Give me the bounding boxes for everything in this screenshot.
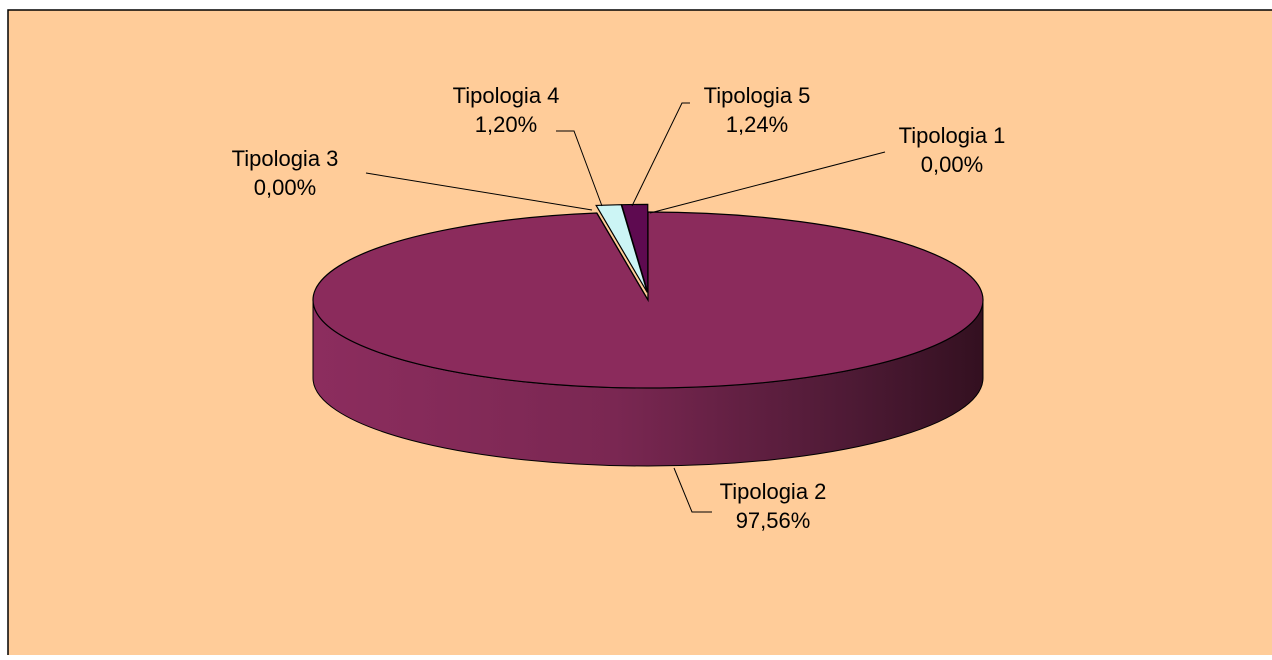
slice-value-label: 0,00% (921, 152, 983, 177)
slice-label: Tipologia 3 (232, 146, 339, 171)
slice-label: Tipologia 2 (720, 479, 827, 504)
slice-label: Tipologia 1 (899, 123, 1006, 148)
leader-line (631, 102, 690, 207)
leader-line (556, 130, 603, 207)
leader-line (673, 467, 712, 513)
slice-value-label: 0,00% (254, 175, 316, 200)
slice-value-label: 97,56% (736, 508, 811, 533)
pie-slice (620, 203, 649, 293)
pie (312, 203, 984, 467)
slice-value-label: 1,20% (475, 112, 537, 137)
leader-line (365, 172, 593, 211)
labels: Tipologia 1 0,00% Tipologia 2 97,56% Tipolog… (232, 83, 1006, 533)
leader-line (649, 151, 886, 214)
pie-slice (596, 212, 649, 301)
slice-label: Tipologia 5 (704, 83, 811, 108)
slice-value-label: 1,24% (726, 112, 788, 137)
slice-label: Tipologia 4 (453, 83, 560, 108)
